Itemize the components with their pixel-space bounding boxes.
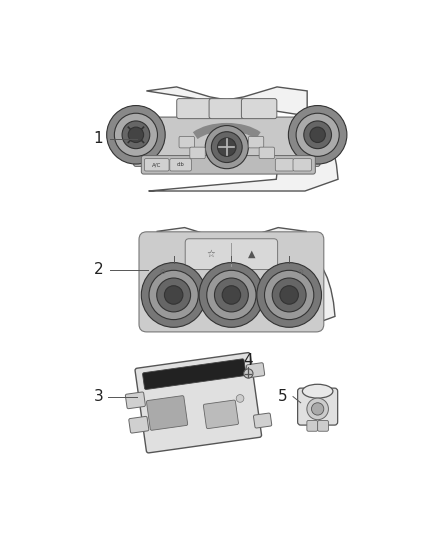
- FancyBboxPatch shape: [293, 159, 311, 171]
- Circle shape: [128, 127, 144, 142]
- Circle shape: [215, 278, 248, 312]
- Circle shape: [207, 270, 256, 320]
- Text: ▲: ▲: [248, 249, 256, 259]
- FancyBboxPatch shape: [307, 421, 318, 431]
- Circle shape: [164, 286, 183, 304]
- Text: 2: 2: [93, 262, 103, 277]
- FancyBboxPatch shape: [146, 395, 187, 430]
- Circle shape: [280, 286, 298, 304]
- FancyBboxPatch shape: [318, 421, 328, 431]
- Circle shape: [218, 138, 236, 156]
- Circle shape: [265, 270, 314, 320]
- FancyBboxPatch shape: [254, 413, 272, 428]
- Circle shape: [310, 127, 325, 142]
- Ellipse shape: [302, 384, 333, 398]
- FancyBboxPatch shape: [203, 400, 238, 429]
- Text: 1: 1: [93, 131, 103, 146]
- FancyBboxPatch shape: [145, 159, 169, 171]
- Text: ☆: ☆: [206, 249, 215, 259]
- Polygon shape: [156, 228, 335, 328]
- Circle shape: [257, 263, 321, 327]
- Circle shape: [272, 278, 306, 312]
- Text: 4: 4: [244, 353, 253, 368]
- Circle shape: [307, 398, 328, 419]
- FancyBboxPatch shape: [139, 232, 324, 332]
- FancyBboxPatch shape: [134, 117, 320, 166]
- Circle shape: [199, 263, 264, 327]
- Text: ⊙: ⊙: [159, 269, 165, 275]
- FancyBboxPatch shape: [276, 159, 294, 171]
- Circle shape: [236, 394, 244, 402]
- FancyBboxPatch shape: [143, 359, 246, 390]
- Circle shape: [296, 113, 339, 156]
- Circle shape: [212, 132, 242, 163]
- Text: 5: 5: [278, 389, 288, 404]
- FancyBboxPatch shape: [209, 99, 244, 119]
- FancyBboxPatch shape: [259, 147, 275, 159]
- Polygon shape: [146, 87, 338, 191]
- FancyBboxPatch shape: [135, 353, 261, 453]
- Circle shape: [222, 286, 240, 304]
- FancyBboxPatch shape: [185, 239, 278, 270]
- FancyBboxPatch shape: [248, 136, 264, 148]
- FancyBboxPatch shape: [190, 147, 205, 159]
- Circle shape: [141, 263, 206, 327]
- Circle shape: [311, 403, 324, 415]
- Circle shape: [114, 113, 158, 156]
- Text: A/C: A/C: [152, 163, 161, 167]
- FancyBboxPatch shape: [241, 99, 277, 119]
- FancyBboxPatch shape: [177, 99, 212, 119]
- Text: ctb: ctb: [177, 163, 184, 167]
- FancyBboxPatch shape: [247, 363, 265, 378]
- Text: 3: 3: [93, 389, 103, 404]
- FancyBboxPatch shape: [179, 136, 194, 148]
- Circle shape: [149, 270, 198, 320]
- Circle shape: [304, 121, 332, 149]
- Text: ⊙: ⊙: [298, 269, 304, 275]
- FancyBboxPatch shape: [141, 156, 315, 174]
- FancyBboxPatch shape: [129, 416, 149, 433]
- Circle shape: [205, 126, 248, 168]
- Circle shape: [107, 106, 165, 164]
- Circle shape: [122, 121, 150, 149]
- Circle shape: [244, 369, 253, 378]
- FancyBboxPatch shape: [298, 388, 338, 425]
- Circle shape: [288, 106, 347, 164]
- Circle shape: [157, 278, 191, 312]
- FancyBboxPatch shape: [170, 159, 191, 171]
- FancyBboxPatch shape: [125, 392, 145, 409]
- Circle shape: [311, 128, 324, 141]
